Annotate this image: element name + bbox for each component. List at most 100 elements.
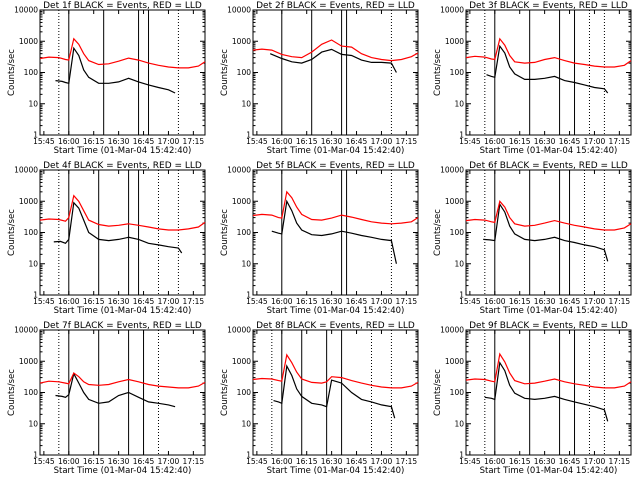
y-tick-label: 100	[237, 68, 252, 77]
x-tick-label: 16:15	[509, 137, 531, 146]
panel-title: Det 5f BLACK = Events, RED = LLD	[256, 161, 415, 171]
plot-frame	[465, 9, 632, 136]
x-tick-label: 17:00	[371, 137, 393, 146]
x-tick-label: 16:15	[296, 457, 318, 466]
y-tick-label: 10	[28, 259, 38, 268]
x-tick-label: 15:45	[459, 137, 481, 146]
panel-title: Det 6f BLACK = Events, RED = LLD	[469, 161, 628, 171]
y-tick-label: 10	[28, 99, 38, 108]
x-tick-label: 16:00	[58, 457, 80, 466]
plot-frame	[465, 169, 632, 296]
panel-title: Det 4f BLACK = Events, RED = LLD	[43, 161, 202, 171]
x-tick-label: 17:00	[371, 457, 393, 466]
series-line-events	[486, 44, 609, 94]
y-tick-label: 10	[28, 419, 38, 428]
x-tick-label: 17:00	[584, 457, 606, 466]
x-tick-label: 16:00	[271, 457, 293, 466]
y-tick-label: 1000	[232, 357, 251, 366]
y-tick-label: 10000	[440, 6, 464, 15]
y-tick-label: 10	[454, 419, 464, 428]
y-tick-label: 1000	[445, 357, 464, 366]
y-tick-label: 1000	[19, 37, 38, 46]
x-tick-label: 17:15	[396, 457, 418, 466]
x-axis-label: Start Time (01-Mar-04 15:42:40)	[267, 146, 405, 156]
x-tick-label: 17:15	[609, 137, 631, 146]
x-axis-label: Start Time (01-Mar-04 15:42:40)	[54, 466, 192, 476]
series-line-lld	[39, 37, 206, 69]
x-tick-label: 15:45	[33, 297, 55, 306]
y-tick-label: 1	[33, 291, 38, 300]
x-tick-label: 17:15	[396, 137, 418, 146]
panel-5: Det 5f BLACK = Events, RED = LLD 15:45 16:…	[220, 161, 419, 316]
plot-frame	[252, 329, 419, 456]
y-tick-label: 1000	[445, 37, 464, 46]
y-axis-label: Counts/sec	[433, 209, 443, 256]
series-line-lld	[252, 190, 419, 225]
y-tick-label: 1000	[445, 197, 464, 206]
x-tick-label: 15:45	[246, 297, 268, 306]
y-axis-label: Counts/sec	[220, 369, 230, 416]
plot-frame	[39, 169, 206, 296]
series-line-lld	[465, 352, 632, 389]
x-tick-label: 17:15	[183, 457, 205, 466]
x-tick-label: 16:15	[83, 137, 105, 146]
x-tick-label: 16:30	[108, 297, 130, 306]
y-tick-label: 1	[246, 291, 251, 300]
y-tick-label: 10000	[440, 326, 464, 335]
y-tick-label: 10000	[14, 326, 38, 335]
x-axis-label: Start Time (01-Mar-04 15:42:40)	[480, 306, 618, 316]
plot-frame	[39, 329, 206, 456]
panel-title: Det 9f BLACK = Events, RED = LLD	[469, 321, 628, 331]
series-line-lld	[39, 194, 206, 231]
y-tick-label: 10000	[227, 166, 251, 175]
y-tick-label: 10000	[14, 166, 38, 175]
x-axis-label: Start Time (01-Mar-04 15:42:40)	[267, 306, 405, 316]
x-tick-label: 16:15	[296, 137, 318, 146]
y-tick-label: 1000	[232, 37, 251, 46]
series-line-events	[55, 372, 176, 408]
x-tick-label: 15:45	[33, 457, 55, 466]
x-tick-label: 16:45	[346, 457, 368, 466]
y-tick-label: 1	[459, 451, 464, 460]
x-tick-label: 16:15	[83, 457, 105, 466]
x-tick-label: 16:30	[534, 457, 556, 466]
y-tick-label: 1	[459, 131, 464, 140]
x-tick-label: 16:15	[296, 297, 318, 306]
x-tick-label: 16:45	[559, 137, 581, 146]
x-tick-label: 16:00	[484, 457, 506, 466]
x-tick-label: 17:15	[183, 137, 205, 146]
y-tick-label: 1000	[19, 197, 38, 206]
x-tick-label: 16:00	[484, 297, 506, 306]
series-line-events	[273, 364, 396, 419]
y-axis-label: Counts/sec	[220, 209, 230, 256]
x-tick-label: 17:00	[158, 297, 180, 306]
y-tick-label: 10000	[14, 6, 38, 15]
y-tick-label: 10000	[440, 166, 464, 175]
x-tick-label: 17:00	[584, 137, 606, 146]
y-tick-label: 10	[241, 99, 251, 108]
series-line-events	[269, 48, 397, 73]
x-tick-label: 16:15	[509, 457, 531, 466]
panel-4: Det 4f BLACK = Events, RED = LLD 15:45 16:…	[7, 161, 206, 316]
x-tick-label: 17:00	[158, 457, 180, 466]
x-tick-label: 16:45	[133, 137, 155, 146]
x-tick-label: 16:15	[509, 297, 531, 306]
y-axis-label: Counts/sec	[433, 49, 443, 96]
plot-frame	[465, 329, 632, 456]
x-tick-label: 17:15	[396, 297, 418, 306]
panel-title: Det 7f BLACK = Events, RED = LLD	[43, 321, 202, 331]
x-tick-label: 16:45	[133, 457, 155, 466]
y-tick-label: 1000	[232, 197, 251, 206]
x-tick-label: 16:30	[321, 137, 343, 146]
y-tick-label: 1	[459, 291, 464, 300]
y-tick-label: 100	[237, 228, 252, 237]
series-line-lld	[252, 353, 419, 389]
x-tick-label: 15:45	[33, 137, 55, 146]
y-tick-label: 1	[246, 131, 251, 140]
x-tick-label: 15:45	[459, 297, 481, 306]
x-axis-label: Start Time (01-Mar-04 15:42:40)	[480, 466, 618, 476]
